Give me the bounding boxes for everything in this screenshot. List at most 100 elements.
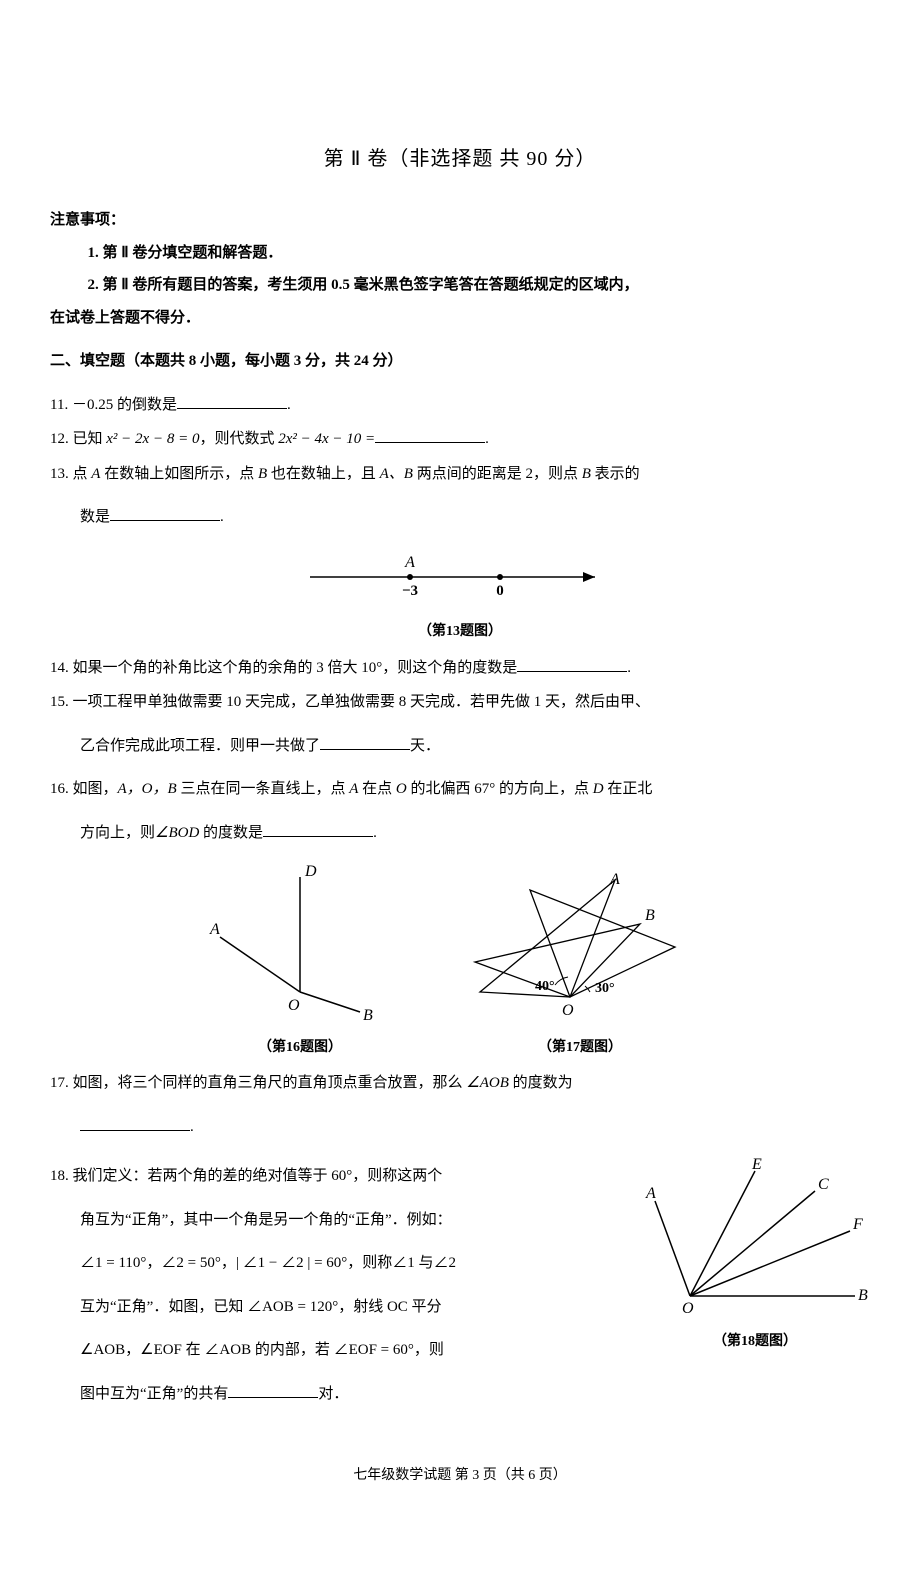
q16-D: D bbox=[593, 781, 604, 797]
q18-fig-F: F bbox=[852, 1216, 863, 1233]
q12-expr2: 2x² − 4x − 10 = bbox=[278, 431, 375, 447]
q18-caption: （第18题图） bbox=[640, 1329, 870, 1356]
q13-tail: . bbox=[220, 509, 224, 525]
q18-tail: 对． bbox=[318, 1386, 348, 1402]
q16-tg: 的度数是 bbox=[199, 825, 263, 841]
q13-tf: 数是 bbox=[80, 509, 110, 525]
q16-fig-B: B bbox=[363, 1007, 373, 1022]
q15-ta: 一项工程甲单独做需要 10 天完成，乙单独做需要 8 天完成．若甲先做 1 天，… bbox=[73, 694, 651, 710]
q17-fig-O: O bbox=[562, 1002, 574, 1019]
q13-ta: 点 bbox=[73, 466, 92, 482]
q12-num: 12. bbox=[50, 431, 69, 447]
title-prefix: 第 Ⅱ 卷（非选择题 共 bbox=[324, 148, 527, 170]
q18-tc: ∠1 = 110°，∠2 = 50°，| ∠1 − ∠2 | = 60°，则称∠… bbox=[80, 1249, 620, 1278]
question-15-line2: 乙合作完成此项工程．则甲一共做了 天． bbox=[80, 732, 870, 761]
q13-tb: 在数轴上如图所示，点 bbox=[100, 466, 258, 482]
question-15: 15. 一项工程甲单独做需要 10 天完成，乙单独做需要 8 天完成．若甲先做 … bbox=[50, 688, 870, 717]
q12-expr1: x² − 2x − 8 = 0 bbox=[106, 431, 199, 447]
q18-fig-E: E bbox=[751, 1156, 762, 1173]
notice-heading: 注意事项： bbox=[50, 206, 870, 235]
q18-fig-A: A bbox=[645, 1185, 656, 1202]
q17-blank bbox=[80, 1115, 190, 1131]
q18-fig-C: C bbox=[818, 1176, 829, 1193]
q18-fig-O: O bbox=[682, 1300, 694, 1316]
q18-svg: A E C F B O bbox=[640, 1156, 870, 1316]
question-16-line2: 方向上，则∠BOD 的度数是. bbox=[80, 819, 870, 848]
question-18-row: 18. 我们定义：若两个角的差的绝对值等于 60°，则称这两个 角互为“正角”，… bbox=[50, 1156, 870, 1423]
question-17: 17. 如图，将三个同样的直角三角尺的直角顶点重合放置，那么 ∠AOB 的度数为 bbox=[50, 1069, 870, 1098]
question-13: 13. 点 A 在数轴上如图所示，点 B 也在数轴上，且 A、B 两点间的距离是… bbox=[50, 460, 870, 489]
q18-ta: 我们定义：若两个角的差的绝对值等于 60°，则称这两个 bbox=[73, 1168, 443, 1184]
q16-td: 的北偏西 67° 的方向上，点 bbox=[407, 781, 593, 797]
q12-ta: 已知 bbox=[73, 431, 107, 447]
q11-blank bbox=[177, 393, 287, 409]
q17-tb: 的度数为 bbox=[509, 1075, 573, 1091]
q16-A: A bbox=[349, 781, 358, 797]
notice-block: 注意事项： 1. 第 Ⅱ 卷分填空题和解答题． 2. 第 Ⅱ 卷所有题目的答案，… bbox=[50, 206, 870, 332]
q17-fig-40: 40° bbox=[535, 979, 555, 994]
q13-num: 13. bbox=[50, 466, 69, 482]
q17-fig-B: B bbox=[645, 907, 655, 924]
title-suffix: 分） bbox=[548, 148, 596, 170]
number-line-svg: A −3 0 bbox=[300, 547, 620, 607]
q17-caption: （第17题图） bbox=[440, 1035, 720, 1062]
q13-figure: A −3 0 （第13题图） bbox=[50, 547, 870, 646]
q13-fig-neg3: −3 bbox=[402, 583, 418, 599]
q13-B: B bbox=[258, 466, 267, 482]
q16-num: 16. bbox=[50, 781, 69, 797]
q18-tb: 角互为“正角”，其中一个角是另一个角的“正角”．例如： bbox=[80, 1206, 620, 1235]
question-11: 11. －0.25 的倒数是. bbox=[50, 391, 870, 420]
q16-tc: 在点 bbox=[358, 781, 396, 797]
q17-ta: 如图，将三个同样的直角三角尺的直角顶点重合放置，那么 bbox=[73, 1075, 467, 1091]
q16-angle: ∠BOD bbox=[155, 825, 199, 841]
question-16: 16. 如图，A，O，B 三点在同一条直线上，点 A 在点 O 的北偏西 67°… bbox=[50, 775, 870, 804]
q11-tail: . bbox=[287, 397, 291, 413]
q13-td: 两点间的距离是 2，则点 bbox=[413, 466, 582, 482]
q17-num: 17. bbox=[50, 1075, 69, 1091]
q16-te: 在正北 bbox=[604, 781, 653, 797]
q15-blank bbox=[320, 734, 410, 750]
q18-tf: 图中互为“正角”的共有 bbox=[80, 1386, 228, 1402]
q11-text: －0.25 的倒数是 bbox=[72, 397, 177, 413]
q13-caption: （第13题图） bbox=[300, 619, 620, 646]
q16-O: O bbox=[396, 781, 407, 797]
q16-aob: A，O，B bbox=[118, 781, 177, 797]
q15-tb: 乙合作完成此项工程．则甲一共做了 bbox=[80, 738, 320, 754]
question-17-line2: . bbox=[80, 1113, 870, 1142]
notice-line-2b: 在试卷上答题不得分． bbox=[50, 304, 870, 333]
q14-num: 14. bbox=[50, 660, 69, 676]
q18-te: ∠AOB，∠EOF 在 ∠AOB 的内部，若 ∠EOF = 60°，则 bbox=[80, 1336, 620, 1365]
q14-blank bbox=[517, 656, 627, 672]
question-12: 12. 已知 x² − 2x − 8 = 0，则代数式 2x² − 4x − 1… bbox=[50, 425, 870, 454]
q16-ta: 如图， bbox=[73, 781, 118, 797]
notice-line-1: 1. 第 Ⅱ 卷分填空题和解答题． bbox=[50, 239, 870, 268]
q13-fig-0: 0 bbox=[496, 583, 504, 599]
q12-blank bbox=[375, 427, 485, 443]
q17-svg: 40° 30° A B O bbox=[440, 862, 720, 1022]
q16-q17-figures: D A O B （第16题图） 40° 30° A B O （第17题图） bbox=[50, 862, 870, 1061]
page-title: 第 Ⅱ 卷（非选择题 共 90 分） bbox=[50, 140, 870, 178]
q16-fig-A: A bbox=[209, 921, 220, 938]
q13-blank bbox=[110, 505, 220, 521]
question-13-line2: 数是. bbox=[80, 503, 870, 532]
q16-blank bbox=[263, 821, 373, 837]
q18-num: 18. bbox=[50, 1168, 69, 1184]
q18-last: 图中互为“正角”的共有 对． bbox=[80, 1380, 620, 1409]
q17-tail: . bbox=[190, 1119, 194, 1135]
q13-tc: 也在数轴上，且 bbox=[267, 466, 380, 482]
q18-blank bbox=[228, 1382, 318, 1398]
q15-tail: 天． bbox=[410, 738, 440, 754]
q16-fig-O: O bbox=[288, 997, 300, 1014]
q17-fig-30: 30° bbox=[595, 981, 615, 996]
q13-B2: B bbox=[582, 466, 591, 482]
q14-tail: . bbox=[627, 660, 631, 676]
q11-num: 11. bbox=[50, 397, 68, 413]
section-2-heading: 二、填空题（本题共 8 小题，每小题 3 分，共 24 分） bbox=[50, 347, 870, 376]
q12-tb: ，则代数式 bbox=[199, 431, 278, 447]
q18-fig-B: B bbox=[858, 1287, 868, 1304]
q16-tb: 三点在同一条直线上，点 bbox=[177, 781, 350, 797]
question-18: 18. 我们定义：若两个角的差的绝对值等于 60°，则称这两个 bbox=[50, 1162, 620, 1191]
notice-line-2a: 2. 第 Ⅱ 卷所有题目的答案，考生须用 0.5 毫米黑色签字笔答在答题纸规定的… bbox=[50, 271, 870, 300]
q16-tail: . bbox=[373, 825, 377, 841]
q16-svg: D A O B bbox=[200, 862, 400, 1022]
